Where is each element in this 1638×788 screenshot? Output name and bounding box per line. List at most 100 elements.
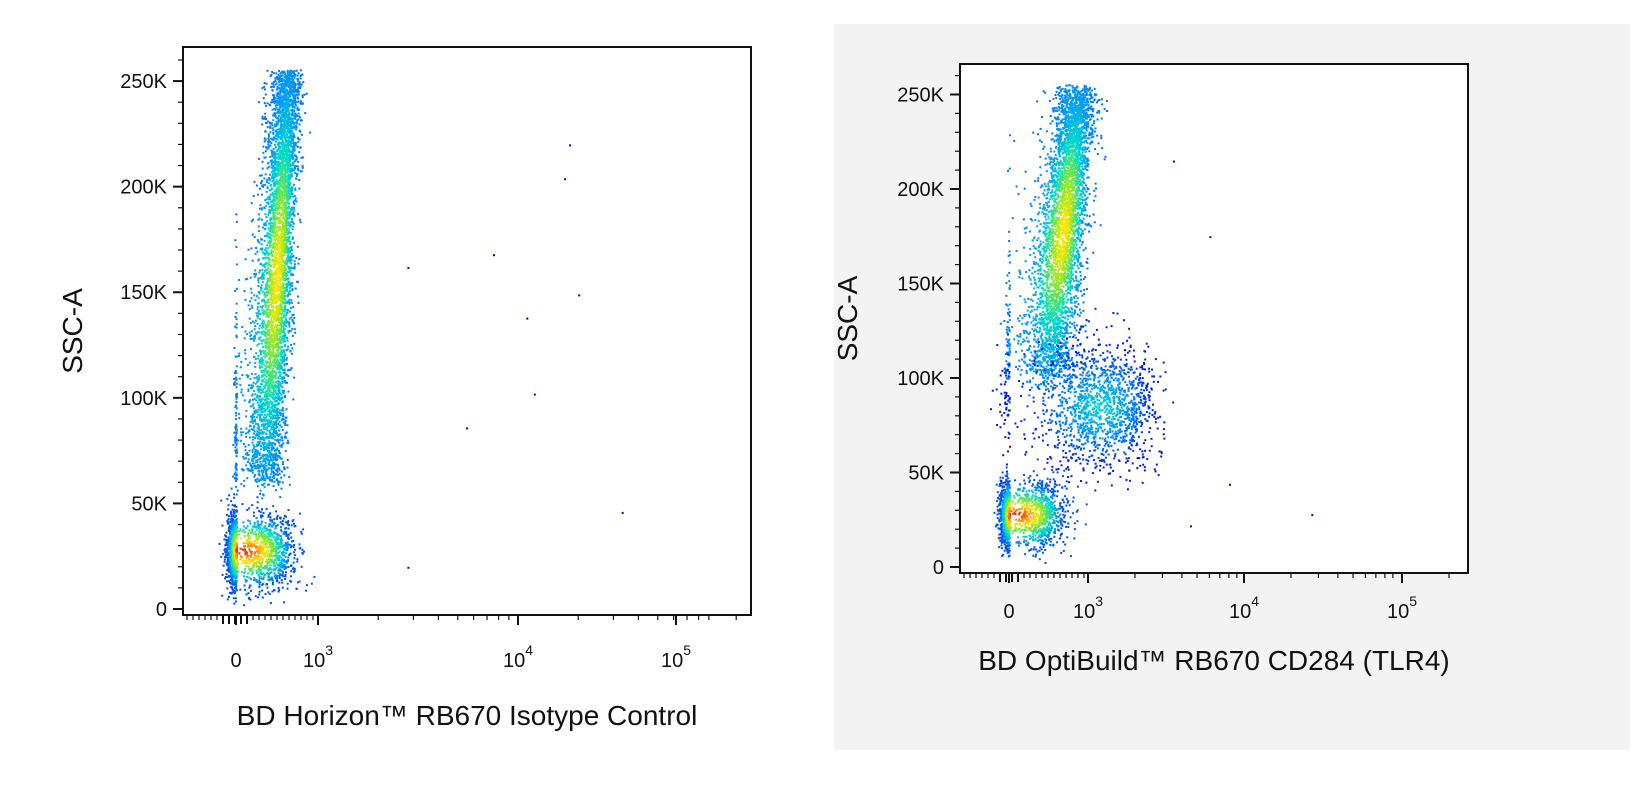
event-dot (252, 444, 255, 447)
event-dot (289, 257, 292, 260)
event-dot (282, 96, 284, 99)
event-dot (278, 575, 281, 578)
event-dot (235, 530, 238, 533)
event-dot (233, 371, 236, 374)
event-dot (291, 282, 294, 285)
event-dot (229, 563, 231, 566)
event-dot (249, 462, 252, 465)
event-dot (263, 370, 266, 373)
event-dot (281, 380, 284, 383)
event-dot (283, 324, 286, 327)
event-dot (263, 269, 266, 272)
event-dot (279, 164, 282, 167)
event-dot (249, 554, 252, 557)
event-dot (235, 523, 238, 526)
event-dot (234, 559, 237, 562)
event-dot (275, 206, 278, 209)
event-dot (283, 268, 286, 271)
event-dot (261, 117, 264, 120)
event-dot (273, 96, 275, 99)
event-dot (285, 431, 288, 434)
event-dot (250, 589, 252, 592)
event-dot (276, 150, 278, 153)
event-dot (299, 85, 302, 88)
event-dot (282, 376, 285, 379)
event-dot (235, 442, 238, 445)
event-dot (277, 103, 280, 106)
event-dot (272, 349, 275, 352)
event-dot (263, 459, 266, 462)
event-dot (244, 449, 247, 452)
event-dot (266, 532, 269, 535)
event-dot (265, 560, 268, 563)
event-dot (233, 580, 236, 583)
event-dot (256, 239, 259, 242)
event-dot (271, 308, 273, 311)
event-dot (259, 558, 262, 561)
event-dot (262, 145, 265, 148)
event-dot (233, 524, 236, 527)
event-dot (278, 361, 281, 364)
event-dot (270, 411, 273, 414)
event-dot (278, 550, 281, 553)
event-dot (268, 545, 271, 548)
event-dot (263, 530, 266, 533)
event-dot (248, 331, 251, 334)
event-dot (273, 197, 276, 200)
event-dot (276, 577, 278, 580)
event-dot (286, 217, 289, 220)
event-dot (286, 197, 289, 200)
event-dot (271, 180, 274, 183)
event-dot (253, 321, 256, 324)
event-dot (261, 218, 263, 221)
event-dot (233, 553, 236, 556)
event-dot (284, 578, 287, 580)
event-dot (267, 137, 270, 140)
event-dot (287, 292, 290, 295)
event-dot (272, 212, 275, 215)
event-dot (233, 512, 236, 515)
event-dot (271, 340, 274, 343)
event-dot (263, 457, 266, 460)
event-dot (266, 126, 269, 129)
event-dot (277, 265, 280, 268)
event-dot (260, 457, 263, 460)
event-dot (261, 366, 263, 369)
event-dot (282, 287, 285, 290)
event-dot (292, 200, 295, 203)
event-dot (264, 555, 267, 558)
event-dot (284, 107, 286, 110)
event-dot (257, 310, 260, 312)
event-dot (291, 228, 294, 231)
event-dot (277, 286, 280, 289)
event-dot (263, 270, 266, 273)
event-dot (281, 571, 284, 573)
event-dot (264, 116, 267, 119)
event-dot (278, 158, 281, 160)
event-dot (267, 202, 270, 205)
event-dot (292, 75, 295, 78)
event-dot (292, 567, 295, 570)
event-dot (275, 541, 278, 544)
event-dot (279, 355, 282, 358)
event-dot (246, 376, 249, 379)
event-dot (275, 320, 277, 323)
event-dot (277, 537, 280, 540)
event-dot (284, 79, 287, 82)
event-dot (294, 74, 297, 77)
event-dot (262, 428, 265, 431)
event-dot (250, 297, 253, 300)
event-dot (266, 338, 269, 341)
event-dot (266, 476, 269, 479)
event-dot (289, 210, 292, 213)
event-dot (235, 414, 238, 417)
event-dot (280, 212, 283, 215)
event-dot (273, 408, 275, 411)
event-dot (265, 508, 268, 510)
event-dot (295, 154, 297, 157)
event-dot (269, 273, 272, 276)
event-dot (277, 206, 280, 209)
event-dot (252, 447, 255, 450)
event-dot (234, 600, 237, 603)
event-dots (218, 69, 624, 607)
